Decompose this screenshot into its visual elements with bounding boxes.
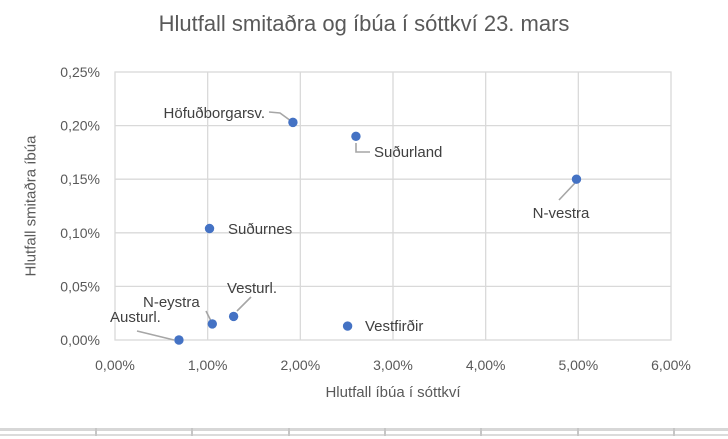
x-axis-title: Hlutfall íbúa í sóttkví	[325, 384, 461, 401]
cell-separator	[673, 428, 675, 436]
point-label: Vestfirðir	[365, 318, 423, 335]
x-tick-label: 3,00%	[373, 357, 413, 373]
y-tick-label: 0,10%	[60, 225, 100, 241]
cell-separator	[577, 428, 579, 436]
leader-line	[558, 182, 576, 201]
x-tick-label: 4,00%	[466, 357, 506, 373]
leader-line	[268, 111, 292, 122]
scatter-point[interactable]	[204, 223, 215, 234]
cell-separator	[480, 428, 482, 436]
cell-border-bottom	[0, 434, 728, 436]
leader-line	[355, 143, 370, 153]
y-tick-label: 0,25%	[60, 64, 100, 80]
scatter-point[interactable]	[342, 321, 353, 331]
chart-title: Hlutfall smitaðra og íbúa í sóttkví 23. …	[158, 11, 570, 36]
point-label: Vesturl.	[227, 280, 277, 297]
x-tick-label: 5,00%	[558, 357, 598, 373]
leader-line	[136, 330, 175, 341]
point-label: Suðurland	[374, 144, 442, 161]
x-tick-label: 0,00%	[95, 357, 135, 373]
plot-area[interactable]: 0,00% 1,00% 2,00% 3,00% 4,00% 5,00% 6,00% 0,00%…	[0, 0, 728, 427]
scatter-point[interactable]	[351, 131, 361, 142]
y-tick-label: 0,20%	[60, 118, 100, 134]
scatter-point[interactable]	[207, 319, 217, 329]
cell-border-top	[0, 428, 728, 431]
y-tick-label: 0,05%	[60, 278, 100, 294]
cell-separator	[288, 428, 290, 436]
point-label: N-eystra	[143, 294, 200, 311]
point-label: Höfuðborgarsv.	[164, 105, 265, 122]
cell-separator	[95, 428, 97, 436]
cell-separator	[191, 428, 193, 436]
x-tick-label: 1,00%	[188, 357, 228, 373]
point-label: Austurl.	[110, 309, 161, 326]
plot-border	[114, 71, 672, 341]
leader-line	[205, 310, 212, 322]
y-tick-label: 0,00%	[60, 332, 100, 348]
scatter-point[interactable]	[571, 174, 582, 184]
scatter-chart: 0,00% 1,00% 2,00% 3,00% 4,00% 5,00% 6,00% 0,00%…	[0, 0, 728, 427]
scatter-point[interactable]	[228, 311, 239, 322]
spreadsheet-row-strip	[0, 427, 728, 439]
x-tick-label: 6,00%	[651, 357, 691, 373]
cell-separator	[384, 428, 386, 436]
x-tick-label: 2,00%	[280, 357, 320, 373]
y-tick-label: 0,15%	[60, 171, 100, 187]
scatter-point[interactable]	[288, 117, 298, 128]
scatter-point[interactable]	[174, 335, 184, 345]
point-label: Suðurnes	[228, 221, 292, 238]
leader-line	[236, 296, 252, 312]
point-label: N-vestra	[533, 205, 590, 222]
